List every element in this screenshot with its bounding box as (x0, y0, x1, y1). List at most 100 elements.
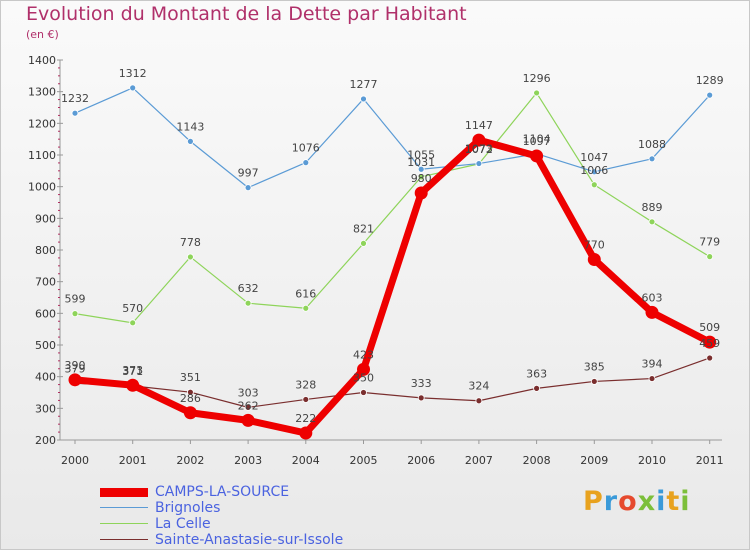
data-label: 1147 (465, 119, 493, 132)
data-point (475, 160, 483, 167)
data-label: 333 (411, 377, 432, 390)
legend-swatch-camps (100, 488, 148, 497)
y-tick-label: 300 (35, 402, 56, 415)
data-label: 1076 (292, 142, 320, 155)
data-label: 379 (65, 362, 86, 375)
data-label: 423 (353, 348, 374, 361)
data-point (302, 159, 310, 167)
legend-label: Sainte-Anastasie-sur-Issole (155, 532, 344, 548)
data-label: 1097 (523, 135, 551, 148)
x-tick-label: 2009 (580, 454, 608, 467)
x-tick-label: 2002 (176, 454, 204, 467)
data-point (706, 91, 714, 99)
logo-letter: o (618, 486, 638, 517)
chart-title: Evolution du Montant de la Dette par Hab… (26, 3, 467, 25)
data-label: 599 (65, 293, 86, 306)
data-label: 459 (699, 337, 720, 350)
x-tick-label: 2000 (61, 454, 89, 467)
data-label: 303 (238, 386, 259, 399)
data-label: 1006 (580, 164, 608, 177)
data-point (648, 375, 656, 382)
series-line (74, 87, 711, 189)
x-tick-label: 2006 (407, 454, 435, 467)
data-label: 1296 (523, 72, 551, 85)
x-tick-label: 2011 (696, 454, 724, 467)
data-label: 1232 (61, 92, 89, 105)
data-label: 350 (353, 372, 374, 385)
logo-letter: t (666, 486, 681, 517)
data-label: 1104 (523, 133, 551, 146)
y-tick-label: 800 (35, 244, 56, 257)
data-label: 324 (468, 380, 489, 393)
data-point (530, 149, 544, 163)
data-label: 770 (584, 239, 605, 252)
x-tick-label: 2004 (292, 454, 320, 467)
logo-letter: i (656, 486, 667, 517)
data-point (417, 394, 425, 402)
data-point (590, 168, 598, 176)
data-label: 1289 (696, 74, 724, 87)
data-label: 286 (180, 392, 201, 405)
data-label: 373 (122, 364, 143, 377)
y-tick-label: 1400 (28, 54, 56, 67)
series-lines (68, 84, 717, 440)
y-tick-label: 600 (35, 307, 56, 320)
data-label: 1088 (638, 138, 666, 151)
data-point (302, 304, 310, 312)
logo-letter: r (603, 486, 619, 517)
data-point (129, 319, 137, 327)
data-label: 509 (699, 321, 720, 334)
y-tick-label: 1000 (28, 181, 56, 194)
data-label: 632 (238, 282, 259, 295)
chart-unit: (en €) (26, 28, 59, 41)
axes: 200 300 400 500 600 700 800 900 1000 1100 1200 1300… (28, 54, 724, 467)
data-label: 1055 (407, 148, 435, 161)
data-point (706, 253, 714, 261)
data-label: 371 (122, 365, 143, 378)
data-point (645, 305, 659, 319)
data-point (590, 181, 598, 189)
data-point (244, 403, 252, 411)
y-tick-label: 500 (35, 339, 56, 352)
data-point (472, 133, 486, 147)
y-tick-label: 900 (35, 212, 56, 225)
data-point (186, 253, 194, 261)
data-label: 889 (642, 201, 663, 214)
data-point (183, 406, 197, 420)
data-point (71, 310, 79, 318)
data-label: 351 (180, 371, 201, 384)
data-point (357, 362, 370, 376)
legend-label: CAMPS-LA-SOURCE (155, 484, 290, 500)
data-label: 394 (642, 358, 663, 371)
y-tick-label: 700 (35, 276, 56, 289)
legend-swatch-brignoles (100, 507, 148, 508)
data-point (417, 173, 425, 181)
data-label: 1277 (350, 78, 378, 91)
data-label: 262 (238, 399, 259, 412)
data-label: 1031 (407, 156, 435, 169)
data-label: 779 (699, 236, 720, 249)
logo-letter: i (680, 486, 691, 517)
data-label: 1312 (119, 67, 147, 80)
legend-label: La Celle (155, 516, 211, 532)
y-tick-label: 1100 (28, 149, 56, 162)
data-point (590, 378, 598, 385)
data-label: 616 (295, 287, 316, 300)
data-point (533, 384, 540, 392)
y-tick-label: 1200 (28, 117, 56, 130)
data-point (129, 84, 137, 92)
data-point (475, 397, 483, 405)
data-label: 821 (353, 222, 374, 235)
logo-letter: x (637, 486, 657, 517)
data-label: 570 (122, 302, 143, 315)
data-label: 1073 (465, 143, 493, 156)
series-line (74, 92, 711, 324)
data-label: 1072 (465, 143, 493, 156)
x-tick-label: 2003 (234, 454, 262, 467)
x-tick-label: 2005 (350, 454, 378, 467)
data-label: 390 (65, 359, 86, 372)
legend-swatch-la-celle (100, 523, 148, 524)
x-tick-label: 2001 (119, 454, 147, 467)
data-point (533, 89, 540, 97)
